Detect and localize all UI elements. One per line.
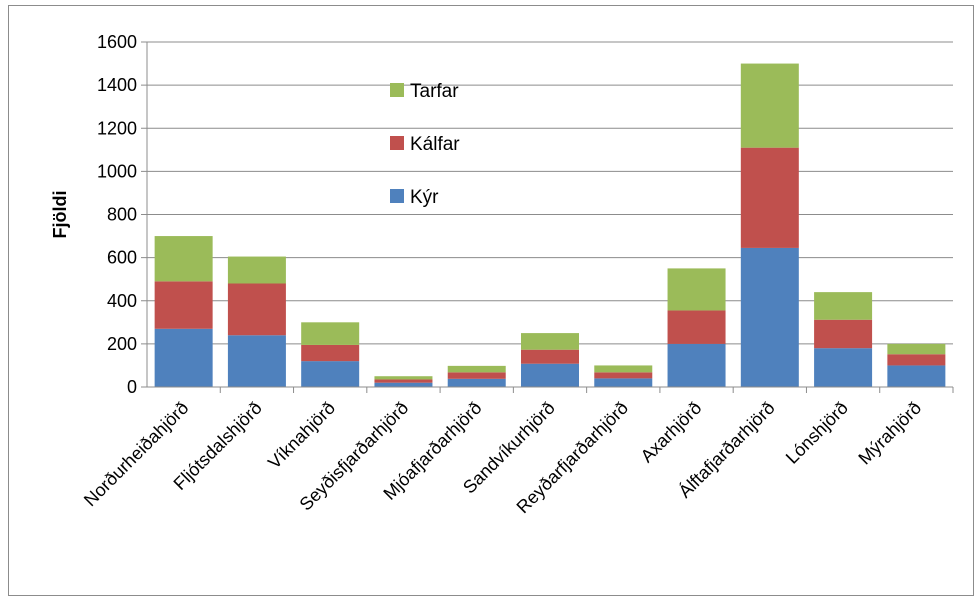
y-axis-ticks: 0 200 400 600 800 1000 1200 1400 1600: [97, 32, 147, 397]
bar-segment: [154, 236, 213, 282]
bar-segment: [594, 378, 653, 387]
bar-segment: [301, 344, 360, 362]
bar-segment: [594, 365, 653, 373]
bar-segment: [740, 63, 799, 148]
x-category-label: Víknahjörð: [264, 398, 339, 473]
bar-segment: [667, 268, 726, 311]
legend-label: Kýr: [410, 187, 439, 208]
bar-segment: [227, 335, 286, 387]
bars: [154, 63, 946, 387]
bar-segment: [814, 319, 873, 349]
y-tick-label: 1400: [97, 75, 137, 95]
bar-segment: [740, 247, 799, 387]
bar-segment: [301, 322, 360, 345]
legend-label: Kálfar: [410, 134, 460, 155]
x-category-label: Norðurheiðahjörð: [80, 398, 192, 510]
bar-segment: [814, 348, 873, 387]
legend-label: Tarfar: [410, 81, 459, 102]
y-axis-label: Fjöldi: [50, 191, 70, 239]
y-tick-label: 1600: [97, 32, 137, 52]
y-tick-label: 600: [107, 248, 137, 268]
bar-segment: [667, 343, 726, 387]
bar-segment: [521, 333, 579, 350]
bar-segment: [594, 372, 653, 379]
x-category-label: Axarhjörð: [637, 398, 706, 467]
bar-segment: [521, 349, 579, 364]
y-tick-label: 1000: [97, 161, 137, 181]
bar-segment: [814, 292, 873, 320]
x-category-label: Lónshjörð: [782, 398, 852, 468]
bar-segment: [667, 310, 726, 344]
y-tick-label: 1200: [97, 118, 137, 138]
bar-segment: [887, 354, 946, 366]
y-tick-label: 800: [107, 205, 137, 225]
bar-segment: [887, 365, 946, 387]
legend: Tarfar Kálfar Kýr: [390, 81, 460, 208]
bar-segment: [301, 361, 360, 387]
y-tick-label: 400: [107, 291, 137, 311]
legend-swatch: [390, 83, 404, 97]
bar-segment: [447, 372, 506, 379]
bar-segment: [521, 363, 579, 387]
x-axis-categories: NorðurheiðahjörðFljótsdalshjörðVíknahjör…: [80, 387, 954, 517]
bar-segment: [887, 343, 946, 355]
bar-segment: [447, 378, 506, 387]
bar-segment: [447, 365, 506, 373]
bar-segment: [374, 379, 433, 383]
bar-segment: [227, 256, 286, 284]
bar-segment: [154, 328, 213, 387]
bar-segment: [374, 376, 433, 380]
legend-swatch: [390, 189, 404, 203]
y-tick-label: 0: [127, 377, 137, 397]
bar-segment: [154, 281, 213, 329]
bar-segment: [374, 382, 433, 387]
y-tick-label: 200: [107, 334, 137, 354]
bar-segment: [740, 147, 799, 248]
x-category-label: Mýrahjörð: [854, 398, 925, 469]
bar-segment: [227, 283, 286, 336]
legend-swatch: [390, 136, 404, 150]
